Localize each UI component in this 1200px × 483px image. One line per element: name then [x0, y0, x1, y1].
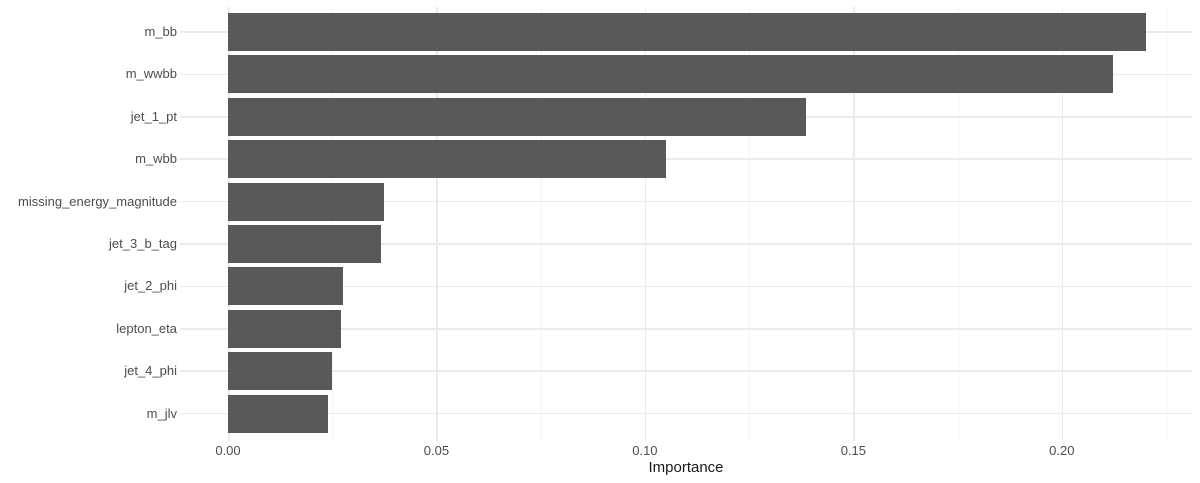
bar-lepton_eta: [228, 309, 342, 348]
y-category-gridline: [180, 328, 1192, 330]
bar-jet_3_b_tag: [228, 225, 381, 263]
y-axis-label: jet_1_pt: [130, 108, 177, 124]
y-axis-label: jet_2_phi: [124, 278, 177, 294]
y-category-gridline: [180, 200, 1192, 203]
y-category-gridline: [180, 158, 1192, 160]
y-category-gridline: [180, 243, 1192, 245]
y-axis-label: m_wwbb: [125, 66, 177, 82]
x-minor-gridline: [1166, 7, 1168, 441]
y-axis-label: jet_4_phi: [124, 363, 177, 379]
x-major-gridline: [644, 7, 647, 441]
y-axis-label: missing_energy_magnitude: [18, 193, 177, 209]
y-category-gridline: [180, 370, 1192, 372]
bar-m_jlv: [228, 394, 329, 433]
x-major-gridline: [853, 7, 855, 441]
x-major-gridline: [436, 7, 438, 441]
bar-m_wbb: [228, 140, 667, 179]
bar-missing_energy_magnitude: [228, 182, 384, 221]
bar-m_bb: [228, 13, 1147, 51]
y-axis-label: jet_3_b_tag: [109, 236, 177, 251]
x-minor-gridline: [540, 7, 542, 441]
bar-jet_4_phi: [228, 352, 333, 391]
plot-panel: [180, 7, 1192, 441]
x-axis-tick-label: 0.00: [215, 443, 241, 458]
x-axis-tick-label: 0.05: [423, 443, 450, 458]
y-axis-label: m_jlv: [146, 405, 177, 421]
y-axis-label: m_bb: [144, 24, 177, 39]
x-axis-tick-label: 0.20: [1049, 443, 1075, 458]
bar-jet_2_phi: [228, 267, 343, 306]
x-major-gridline: [228, 7, 230, 441]
x-axis-tick-label: 0.15: [840, 443, 866, 458]
y-category-gridline: [180, 412, 1192, 415]
x-axis-title: Importance: [648, 459, 724, 476]
x-minor-gridline: [332, 7, 334, 441]
bar-jet_1_pt: [228, 97, 806, 136]
bar-m_wwbb: [228, 55, 1114, 94]
x-major-gridline: [1061, 7, 1064, 441]
x-axis-tick-label: 0.10: [632, 443, 658, 458]
x-minor-gridline: [749, 7, 751, 441]
y-axis-label: lepton_eta: [116, 320, 177, 336]
x-minor-gridline: [957, 7, 959, 441]
y-category-gridline: [180, 285, 1192, 288]
y-axis-label: m_wbb: [135, 151, 177, 167]
